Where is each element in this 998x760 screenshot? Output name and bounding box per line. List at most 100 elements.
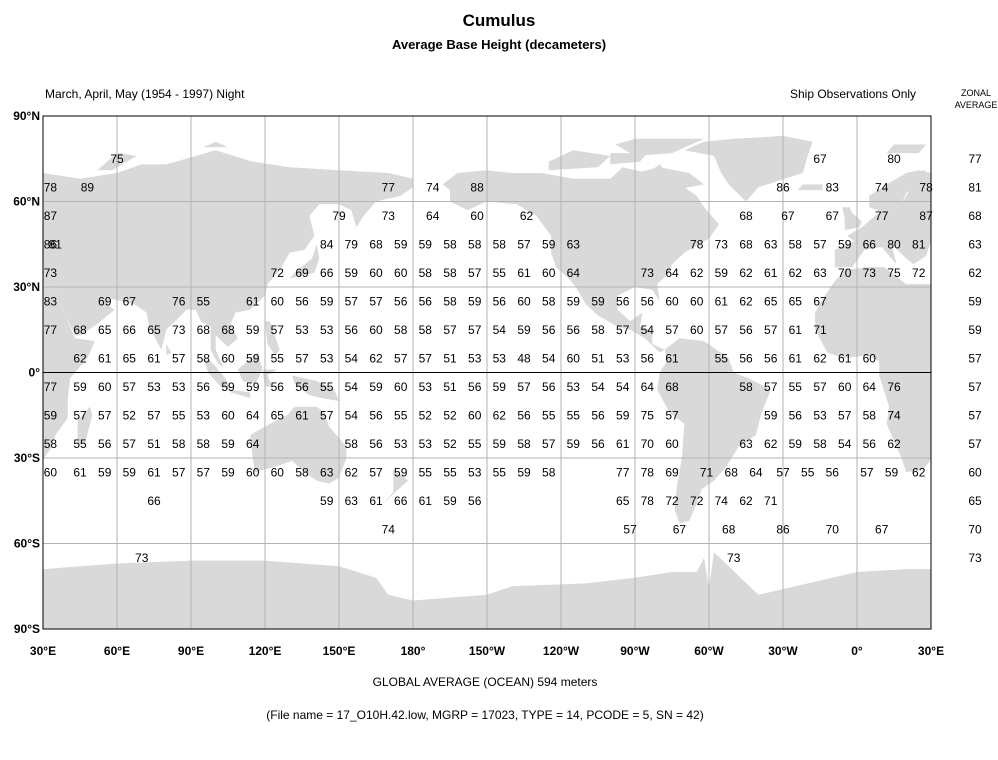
grid-value: 59 bbox=[567, 437, 581, 451]
grid-value: 68 bbox=[739, 209, 753, 223]
grid-value: 55 bbox=[715, 351, 729, 365]
grid-value: 78 bbox=[641, 465, 655, 479]
longitude-label: 120°E bbox=[249, 644, 282, 658]
grid-value: 65 bbox=[764, 294, 778, 308]
grid-value: 60 bbox=[542, 266, 556, 280]
grid-value: 61 bbox=[665, 351, 679, 365]
grid-value: 81 bbox=[49, 237, 63, 251]
south-america-land bbox=[657, 338, 771, 524]
grid-value: 57 bbox=[98, 408, 112, 422]
grid-value: 62 bbox=[690, 266, 704, 280]
grid-value: 48 bbox=[517, 351, 531, 365]
grid-value: 68 bbox=[665, 380, 679, 394]
latitude-label: 90°N bbox=[13, 109, 40, 123]
grid-value: 58 bbox=[345, 437, 359, 451]
grid-value: 56 bbox=[468, 494, 482, 508]
longitude-label: 90°W bbox=[620, 644, 650, 658]
grid-value: 64 bbox=[246, 437, 260, 451]
grid-value: 66 bbox=[394, 494, 408, 508]
grid-value: 75 bbox=[641, 408, 655, 422]
grid-value: 65 bbox=[147, 323, 161, 337]
grid-value: 72 bbox=[912, 266, 926, 280]
grid-value: 56 bbox=[468, 380, 482, 394]
arctic-isl-land bbox=[548, 150, 611, 171]
grid-value: 56 bbox=[542, 380, 556, 394]
grid-value: 86 bbox=[44, 237, 58, 251]
grid-value: 61 bbox=[764, 266, 778, 280]
latitude-label: 60°N bbox=[13, 195, 40, 209]
grid-value: 51 bbox=[591, 351, 605, 365]
grid-value: 58 bbox=[197, 437, 211, 451]
grid-value: 87 bbox=[44, 209, 58, 223]
longitude-label: 60°E bbox=[104, 644, 130, 658]
grid-value: 53 bbox=[197, 408, 211, 422]
grid-value: 53 bbox=[468, 351, 482, 365]
grid-value: 55 bbox=[320, 380, 334, 394]
grid-value: 69 bbox=[295, 266, 309, 280]
grid-value: 78 bbox=[44, 180, 58, 194]
grid-value: 57 bbox=[860, 465, 874, 479]
latitude-label: 0° bbox=[29, 366, 41, 380]
grid-value: 52 bbox=[123, 408, 137, 422]
grid-value: 88 bbox=[470, 180, 484, 194]
grid-value: 57 bbox=[813, 237, 827, 251]
grid-value: 59 bbox=[616, 408, 630, 422]
iceland-land bbox=[797, 184, 823, 191]
grid-value: 56 bbox=[789, 408, 803, 422]
grid-value: 58 bbox=[394, 323, 408, 337]
season-label: March, April, May (1954 - 1997) Night bbox=[45, 87, 245, 101]
grid-value: 78 bbox=[690, 237, 704, 251]
grid-value: 89 bbox=[81, 180, 95, 194]
grid-value: 55 bbox=[172, 408, 186, 422]
java-land bbox=[230, 389, 251, 399]
baffin-land bbox=[635, 167, 705, 193]
grid-value: 61 bbox=[616, 437, 630, 451]
grid-value: 57 bbox=[172, 465, 186, 479]
longitude-label: 0° bbox=[851, 644, 863, 658]
grid-value: 54 bbox=[345, 351, 359, 365]
eurasia-east-land bbox=[43, 150, 413, 367]
grid-value: 54 bbox=[838, 437, 852, 451]
grid-value: 58 bbox=[197, 351, 211, 365]
grid-value: 58 bbox=[493, 237, 507, 251]
grid-value: 79 bbox=[345, 237, 359, 251]
ellesmere-land bbox=[615, 138, 705, 156]
grid-value: 55 bbox=[394, 408, 408, 422]
grid-value: 72 bbox=[690, 494, 704, 508]
grid-value: 63 bbox=[739, 437, 753, 451]
grid-value: 55 bbox=[493, 465, 507, 479]
grid-value: 67 bbox=[781, 209, 795, 223]
global-average: GLOBAL AVERAGE (OCEAN) 594 meters bbox=[372, 675, 598, 689]
grid-value: 61 bbox=[295, 408, 309, 422]
greenland-land bbox=[684, 135, 813, 202]
grid-value: 67 bbox=[826, 209, 840, 223]
grid-value: 56 bbox=[863, 437, 877, 451]
zonal-average-value: 57 bbox=[968, 437, 982, 451]
grid-value: 61 bbox=[147, 465, 161, 479]
grid-value: 54 bbox=[616, 380, 630, 394]
grid-value: 55 bbox=[542, 408, 556, 422]
grid-value: 57 bbox=[443, 323, 457, 337]
zonal-average-header: ZONAL AVERAGE bbox=[948, 87, 998, 111]
grid-value: 60 bbox=[567, 351, 581, 365]
grid-value: 55 bbox=[493, 266, 507, 280]
grid-value: 76 bbox=[172, 294, 186, 308]
grid-value: 62 bbox=[887, 437, 901, 451]
grid-value: 74 bbox=[715, 494, 729, 508]
grid-value: 57 bbox=[468, 323, 482, 337]
grid-value: 55 bbox=[419, 465, 433, 479]
grid-value: 54 bbox=[542, 351, 556, 365]
grid-value: 54 bbox=[345, 408, 359, 422]
arabia-africa-land bbox=[43, 284, 95, 460]
grid-value: 61 bbox=[419, 494, 433, 508]
grid-value: 74 bbox=[426, 180, 440, 194]
grid-value: 80 bbox=[887, 152, 901, 166]
grid-value: 59 bbox=[493, 437, 507, 451]
zonal-average-value: 65 bbox=[968, 494, 982, 508]
grid-value: 64 bbox=[246, 408, 260, 422]
grid-value: 56 bbox=[641, 294, 655, 308]
grid-value: 68 bbox=[725, 465, 739, 479]
longitude-label: 180° bbox=[401, 644, 426, 658]
eurasia-east-land bbox=[931, 150, 998, 367]
